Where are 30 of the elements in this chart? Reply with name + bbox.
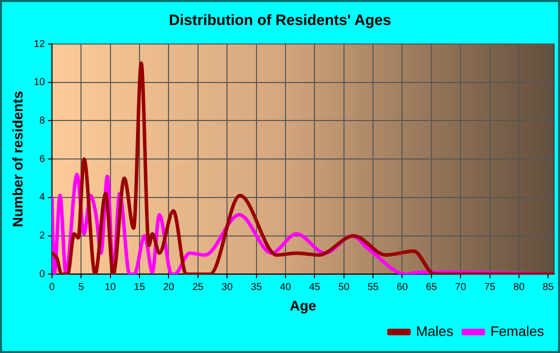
y-tick-label: 2 [39,230,46,242]
x-tick-label: 40 [280,282,292,293]
x-tick-label: 80 [513,282,525,293]
x-tick-label: 35 [250,282,262,293]
x-tick-label: 60 [396,282,408,293]
x-tick-label: 85 [542,282,554,293]
x-tick-label: 75 [484,282,496,293]
x-axis-title: Age [290,297,316,314]
x-tick-label: 15 [134,282,146,293]
y-tick-label: 12 [34,38,46,50]
x-tick-label: 30 [222,282,234,293]
y-tick-label: 6 [39,154,46,165]
y-tick-label: 0 [39,268,46,280]
x-tick-label: 55 [367,282,380,293]
chart-title: Distribution of Residents' Ages [168,12,392,30]
x-tick-label: 10 [104,282,116,293]
x-tick-label: 0 [49,282,56,293]
x-tick-label: 25 [192,282,204,293]
legend-label: Females [490,322,544,339]
y-axis-title: Number of residents [9,90,26,228]
x-tick-label: 45 [309,282,321,293]
y-tick-label: 4 [39,192,46,204]
y-tick-label: 8 [39,115,46,126]
x-tick-label: 65 [426,282,438,293]
x-tick-label: 70 [455,282,467,293]
legend-label: Males [416,322,454,339]
y-tick-label: 10 [34,77,46,88]
x-tick-label: 20 [163,282,175,293]
x-tick-label: 50 [338,282,350,293]
x-tick-label: 5 [78,282,84,293]
